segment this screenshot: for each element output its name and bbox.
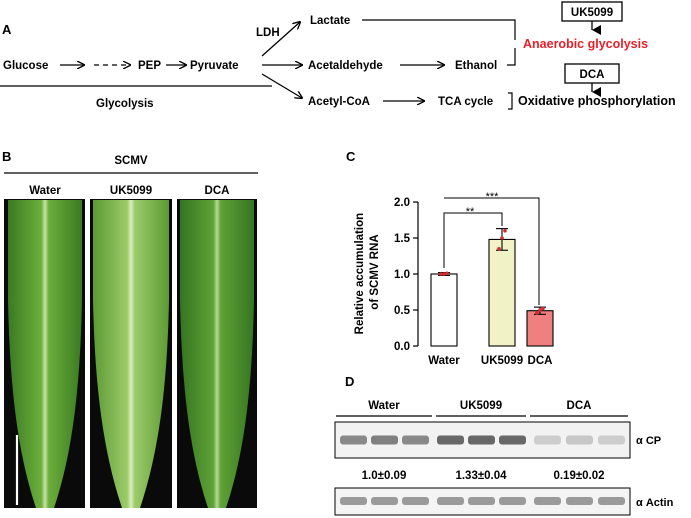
panel-a: A Glucose PEP Pyruvate LDH Lactate Aceta… <box>0 1 676 110</box>
y-tick-label: 0.5 <box>394 305 411 317</box>
ldh-label: LDH <box>256 27 280 39</box>
significance-label-dca: *** <box>486 191 500 203</box>
x-tick-label: Water <box>428 355 460 367</box>
blot-band <box>566 497 593 505</box>
significance-label-uk5099: ** <box>466 206 475 218</box>
blot-group-uk5099: UK5099 <box>460 400 502 412</box>
data-point <box>541 306 545 311</box>
glucose-label: Glucose <box>3 60 48 72</box>
panel-a-label: A <box>2 22 12 37</box>
blot-band <box>340 435 367 445</box>
acetyl-coa-label: Acetyl-CoA <box>308 96 370 108</box>
blot-band <box>598 497 625 505</box>
quant-dca: 0.19±0.02 <box>553 470 604 482</box>
arrow-to-acetyl-coa <box>261 73 302 98</box>
leaf-photo-dca <box>180 200 254 508</box>
panel-d: D Water UK5099 DCA α CP 1.0±0.09 1.33±0.… <box>334 374 674 516</box>
panel-b: B SCMV Water UK5099 DCA <box>2 149 258 508</box>
data-point <box>535 311 539 315</box>
scmv-header: SCMV <box>114 155 148 167</box>
glycolysis-label: Glycolysis <box>96 98 154 110</box>
actin-bands <box>340 497 625 505</box>
panel-c: C Relative accumulation of SCMV RNA 0.00… <box>346 149 554 367</box>
anaerobic-glycolysis-label: Anaerobic glycolysis <box>523 37 648 51</box>
ethanol-label: Ethanol <box>455 60 497 72</box>
blot-band <box>566 435 593 445</box>
blot-band <box>598 435 625 445</box>
data-point <box>445 271 449 276</box>
cp-bands <box>340 435 625 445</box>
blot-band <box>371 497 398 505</box>
y-axis-label: Relative accumulation of SCMV RNA <box>354 210 381 335</box>
bar-uk5099 <box>488 238 516 347</box>
arrow-to-lactate <box>261 22 300 57</box>
blot-band <box>499 497 526 505</box>
data-point <box>439 272 443 276</box>
blot-band <box>340 497 367 505</box>
quant-water: 1.0±0.09 <box>362 470 407 482</box>
blot-group-dca: DCA <box>567 400 592 412</box>
blot-band <box>499 435 526 445</box>
oxphos-label: Oxidative phosphorylation <box>518 94 676 108</box>
cp-band-label: α CP <box>636 435 661 447</box>
lactate-bracket-line <box>362 19 516 40</box>
blot-band <box>534 435 561 445</box>
blot-band <box>437 497 464 505</box>
y-tick-label: 1.5 <box>394 233 411 245</box>
data-point <box>442 272 446 276</box>
y-axis-label-line-2: of SCMV RNA <box>369 234 381 309</box>
lactate-label: Lactate <box>310 15 350 27</box>
significance-bracket-dca <box>444 197 540 305</box>
data-point <box>503 229 507 233</box>
acetaldehyde-label: Acetaldehyde <box>308 60 383 72</box>
pyruvate-label: Pyruvate <box>190 60 239 72</box>
leaf-photo-uk5099 <box>93 200 169 508</box>
chart-bars <box>430 228 554 347</box>
blot-band <box>534 497 561 505</box>
panel-b-label: B <box>2 149 11 164</box>
bar-water <box>430 273 458 347</box>
blot-band <box>468 435 495 445</box>
tca-bracket <box>508 92 513 110</box>
leaf-photo-water <box>8 200 82 508</box>
dca-inhibitor-label: DCA <box>580 69 605 81</box>
y-tick-label: 1.0 <box>394 269 410 281</box>
y-tick-label: 0.0 <box>394 341 410 353</box>
blot-band <box>437 435 464 445</box>
uk5099-inhibitor-label: UK5099 <box>571 7 613 19</box>
bar-dca <box>526 310 554 347</box>
significance-bracket-uk5099 <box>443 212 503 268</box>
ethanol-bracket-line <box>507 48 516 66</box>
leaf-label-dca: DCA <box>205 185 230 197</box>
x-tick-label: UK5099 <box>481 355 523 367</box>
chart-axis: 0.0 0.5 1.0 1.5 2.0 <box>394 197 419 353</box>
panel-c-label: C <box>346 149 356 164</box>
leaf-label-water: Water <box>29 185 61 197</box>
panel-d-label: D <box>345 374 354 389</box>
tca-cycle-label: TCA cycle <box>438 96 493 108</box>
blot-band <box>402 497 429 505</box>
y-axis-label-line-1: Relative accumulation <box>354 213 366 334</box>
quant-uk5099: 1.33±0.04 <box>455 470 507 482</box>
data-point <box>538 308 542 312</box>
blot-band <box>371 435 398 445</box>
chart-x-labels: Water UK5099 DCA <box>428 355 552 367</box>
data-point <box>500 236 504 240</box>
actin-band-label: α Actin <box>636 497 674 509</box>
leaf-label-uk5099: UK5099 <box>110 185 152 197</box>
data-point <box>497 247 501 251</box>
blot-group-water: Water <box>368 400 400 412</box>
blot-band <box>402 435 429 445</box>
blot-band <box>468 497 495 505</box>
y-tick-label: 2.0 <box>394 197 410 209</box>
pep-label: PEP <box>138 60 161 72</box>
x-tick-label: DCA <box>528 355 553 367</box>
